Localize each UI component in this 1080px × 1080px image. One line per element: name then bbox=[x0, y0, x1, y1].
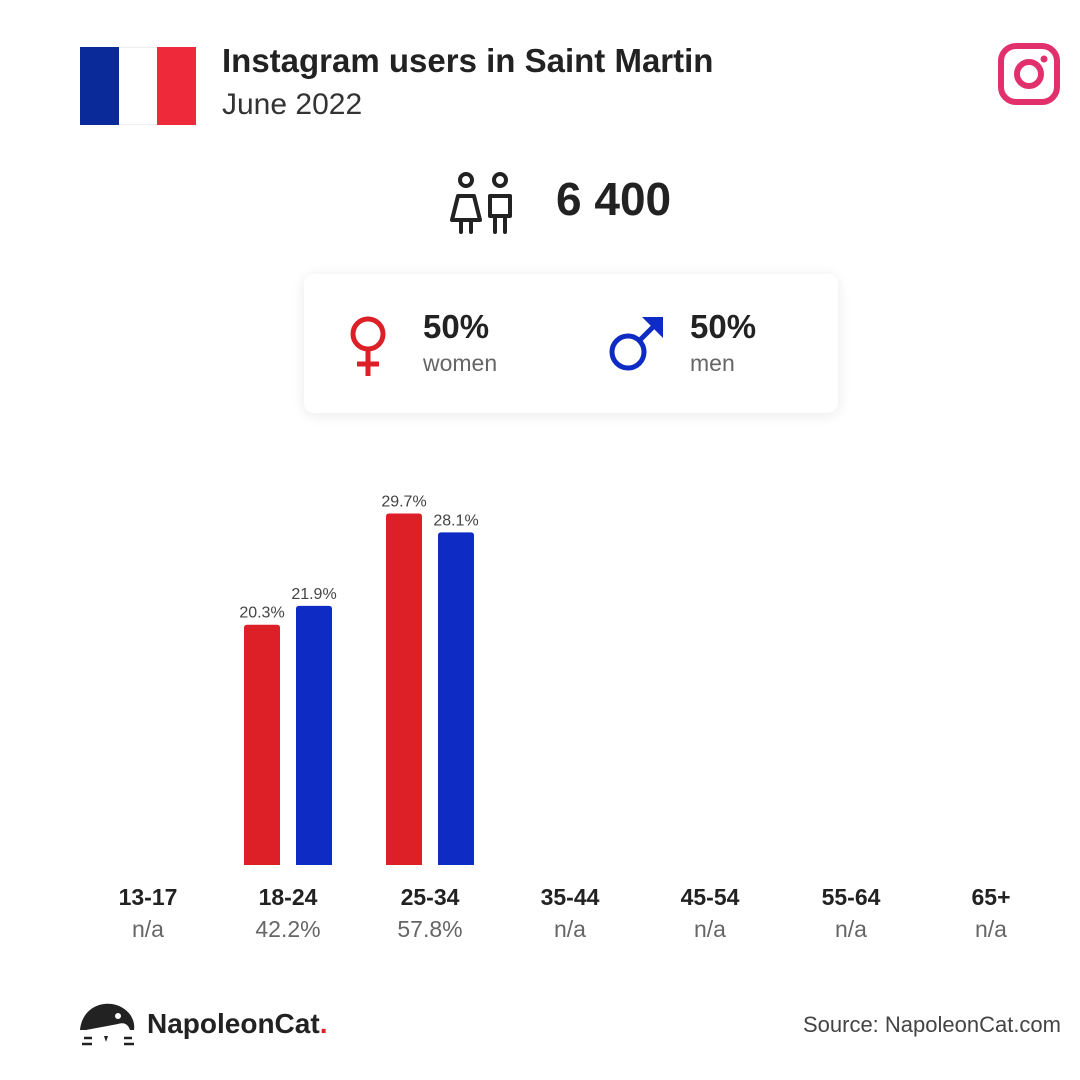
age-group-share: n/a bbox=[975, 916, 1007, 942]
source-text: Source: NapoleonCat.com bbox=[802, 1012, 1061, 1037]
total-users-value: 6 400 bbox=[556, 173, 672, 225]
gender-card: 50% women 50% men bbox=[304, 274, 838, 413]
age-group-share: n/a bbox=[554, 916, 586, 942]
age-group-share: 57.8% bbox=[397, 916, 463, 942]
age-group-label: 65+ bbox=[971, 884, 1011, 910]
bar-men-18-24 bbox=[296, 605, 332, 865]
female-icon bbox=[350, 316, 386, 376]
data-label-men-25-34: 28.1% bbox=[433, 512, 478, 529]
age-group-label: 18-24 bbox=[258, 884, 318, 910]
men-percentage: 50% bbox=[690, 308, 757, 345]
bar-women-18-24 bbox=[244, 624, 280, 865]
age-group-label: 13-17 bbox=[118, 884, 178, 910]
napoleoncat-logo-icon bbox=[80, 1003, 135, 1046]
age-gender-chart: 20.3% 21.9% 29.7% 28.1% bbox=[239, 494, 479, 865]
page-title: Instagram users in Saint Martin bbox=[222, 42, 714, 79]
page-subtitle: June 2022 bbox=[222, 88, 363, 121]
france-flag bbox=[80, 47, 197, 125]
age-group-share: n/a bbox=[694, 916, 726, 942]
data-label-men-18-24: 21.9% bbox=[291, 586, 336, 603]
age-group-label: 25-34 bbox=[400, 884, 460, 910]
data-label-women-25-34: 29.7% bbox=[381, 494, 426, 511]
women-percentage: 50% bbox=[423, 308, 490, 345]
age-group-label: 35-44 bbox=[540, 884, 600, 910]
age-group-share: n/a bbox=[835, 916, 867, 942]
bar-women-25-34 bbox=[386, 513, 422, 865]
age-group-label: 55-64 bbox=[821, 884, 881, 910]
brand-name: NapoleonCat. bbox=[147, 1008, 328, 1039]
data-label-women-18-24: 20.3% bbox=[239, 605, 284, 622]
users-icon bbox=[450, 172, 512, 234]
men-label: men bbox=[690, 350, 735, 376]
age-group-share: 42.2% bbox=[255, 916, 321, 942]
instagram-icon bbox=[998, 43, 1060, 105]
male-icon bbox=[609, 317, 663, 371]
age-group-label: 45-54 bbox=[680, 884, 740, 910]
women-label: women bbox=[423, 350, 498, 376]
bar-men-25-34 bbox=[438, 532, 474, 865]
age-group-share: n/a bbox=[132, 916, 164, 942]
